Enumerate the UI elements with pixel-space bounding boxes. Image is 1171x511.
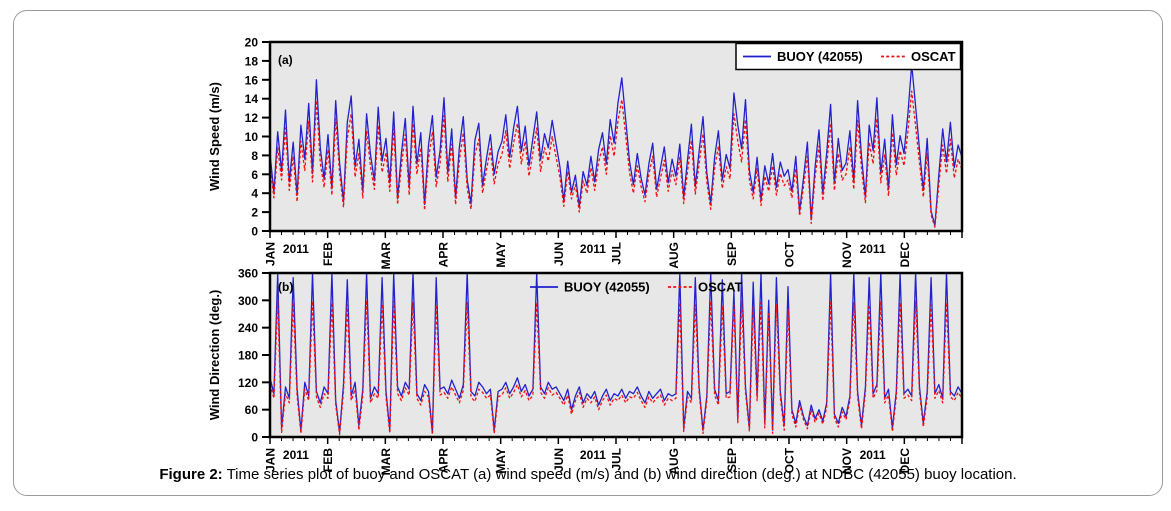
x-year-label: 2011 <box>283 242 309 256</box>
x-month-label: NOV <box>840 242 854 268</box>
y-tick-label: 18 <box>245 54 259 68</box>
panel-label: (a) <box>278 53 293 67</box>
x-month-label: SEP <box>725 242 739 266</box>
x-month-label: NOV <box>840 448 854 474</box>
figure-caption: Figure 2: Time series plot of buoy and O… <box>14 466 1162 483</box>
x-month-label: MAY <box>494 242 508 268</box>
legend-label-oscat: OSCAT <box>911 49 956 64</box>
legend-box <box>735 42 962 71</box>
plot-frame <box>268 271 964 439</box>
y-tick-label: 10 <box>245 130 259 144</box>
y-tick-label: 8 <box>251 149 258 163</box>
x-month-label: MAR <box>379 242 393 270</box>
x-month-label: OCT <box>783 447 797 473</box>
y-tick-label: 14 <box>245 92 259 106</box>
buoy-series-line <box>269 64 963 226</box>
y-axis-title: Wind Speed (m/s) <box>207 82 222 191</box>
x-year-label: 2011 <box>580 448 606 462</box>
x-month-label: AUG <box>667 448 681 475</box>
y-tick-label: 12 <box>245 111 259 125</box>
y-tick-label: 4 <box>251 187 258 201</box>
x-month-label: DEC <box>898 242 912 268</box>
wind-direction-chart: 0 60 120 180 240 300 360 JAN FEB MAR APR MAY JUN JUL A… <box>207 267 964 476</box>
x-month-label: APR <box>437 242 451 268</box>
x-month-label: JUN <box>552 242 566 266</box>
x-month-label: MAR <box>379 448 393 476</box>
figure-border: 0 2 4 6 8 10 12 14 16 18 20 JAN FEB MAR APR MAY JUN JUL AU… <box>13 10 1163 496</box>
y-tick-label: 180 <box>238 349 258 363</box>
y-tick-label: 360 <box>238 267 258 281</box>
x-month-label: JUL <box>610 448 624 471</box>
x-year-label: 2011 <box>283 448 309 462</box>
x-month-label: APR <box>437 448 451 474</box>
x-year-label: 2011 <box>580 242 606 256</box>
oscat-series-line <box>269 299 963 436</box>
x-month-label: FEB <box>321 448 335 472</box>
y-tick-label: 6 <box>251 168 258 182</box>
x-month-label: SEP <box>725 448 739 472</box>
y-tick-label: 2 <box>251 206 258 220</box>
x-month-label: MAY <box>494 448 508 474</box>
x-month-label: OCT <box>783 241 797 267</box>
y-tick-label: 0 <box>251 431 258 445</box>
x-month-label: DEC <box>898 448 912 474</box>
plot-area <box>270 273 962 437</box>
y-tick-label: 240 <box>238 321 258 335</box>
y-tick-label: 20 <box>245 36 259 50</box>
x-month-label: JUN <box>552 448 566 472</box>
plot-frame <box>268 40 964 233</box>
x-month-label: FEB <box>321 242 335 266</box>
wind-speed-chart: 0 2 4 6 8 10 12 14 16 18 20 JAN FEB MAR APR MAY JUN JUL AU… <box>207 36 964 270</box>
y-tick-label: 0 <box>251 225 258 239</box>
legend-label-buoy: BUOY (42055) <box>564 280 650 295</box>
panel-label: (b) <box>278 280 293 294</box>
legend-label-buoy: BUOY (42055) <box>777 49 863 64</box>
x-year-label: 2011 <box>860 448 886 462</box>
legend-label-oscat: OSCAT <box>698 280 743 295</box>
x-month-label: JAN <box>264 448 278 472</box>
x-month-label: JUL <box>610 242 624 265</box>
x-year-label: 2011 <box>860 242 886 256</box>
caption-text: Time series plot of buoy and OSCAT (a) w… <box>222 466 1017 483</box>
y-tick-label: 300 <box>238 294 258 308</box>
x-month-label: JAN <box>264 242 278 266</box>
y-tick-label: 16 <box>245 73 259 87</box>
x-month-label: AUG <box>667 242 681 269</box>
oscat-series-line <box>269 90 963 228</box>
caption-label: Figure 2: <box>159 466 223 483</box>
y-tick-label: 60 <box>245 403 259 417</box>
y-axis-title: Wind Direction (deg.) <box>207 290 222 421</box>
y-tick-label: 120 <box>238 376 258 390</box>
